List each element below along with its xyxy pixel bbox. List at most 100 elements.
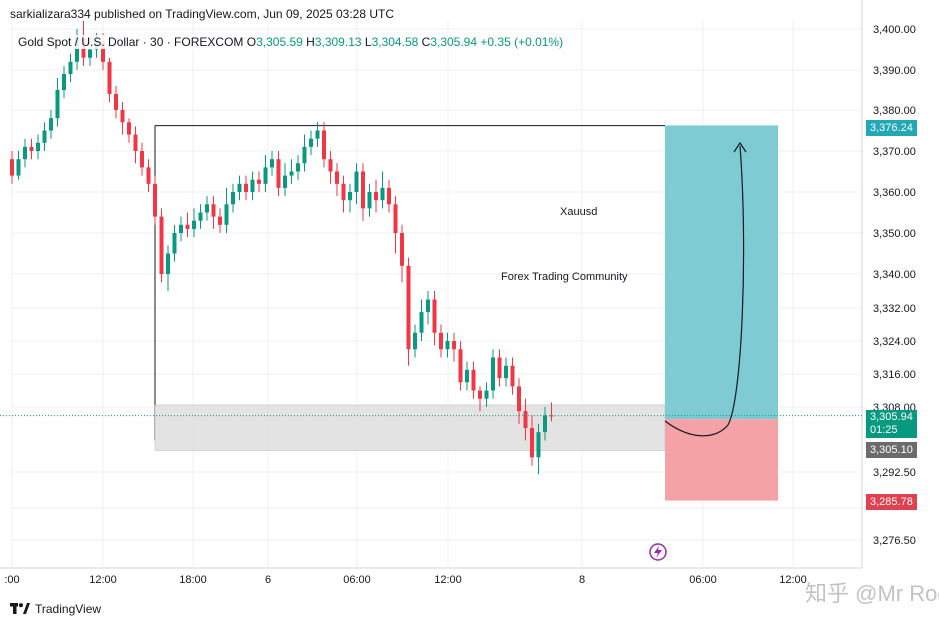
candle-body [302,146,307,164]
candle-body [374,192,378,201]
y-axis-label: 3,390.00 [873,65,916,77]
candle-body [458,349,463,383]
stop-zone [665,419,778,501]
x-axis-label: 06:00 [689,574,717,586]
current-price-value: 3,305.94 [870,411,913,423]
lightning-bolt-icon [654,546,662,558]
candle-body [517,386,521,412]
tradingview-logo-icon [10,603,30,614]
candle-body [88,49,92,58]
candle-body [159,216,164,274]
close-value: 3,305.94 [430,35,478,49]
candle-body [192,220,196,229]
candle-body [107,61,112,94]
high-label: H [306,35,315,49]
candle-body [348,192,352,201]
y-axis-label: 3,332.00 [873,303,916,315]
candle-body [166,253,170,274]
y-axis-label: 3,340.00 [873,269,916,281]
x-axis-label: 12:00 [89,574,117,586]
candle-body [257,179,261,184]
candle-body [185,224,190,229]
candle-body [315,130,320,139]
candle-body [127,122,131,135]
x-axis-label: 06:00 [343,574,371,586]
candle-body [471,369,476,391]
candle-body [328,159,333,172]
candle-body [101,41,105,62]
x-axis-label: 18:00 [179,574,207,586]
x-axis-label: :00 [4,574,19,586]
candle-body [211,204,216,217]
candle-body [289,171,294,176]
candle-body [478,390,482,399]
candle-body [406,265,411,350]
candle-body [296,163,300,172]
candle-body [452,341,456,350]
candle-body [153,183,157,217]
candle-body [42,130,47,143]
candle-body [419,312,424,333]
candle-body [250,179,255,192]
current-price-label: 3,305.94 01:25 [866,410,917,438]
y-axis-label: 3,370.00 [873,146,916,158]
candle-body [62,74,66,90]
low-label: L [364,35,372,49]
candle-body [400,233,404,266]
candle-body [133,134,138,151]
candle-body [530,427,534,458]
annotation-community: Forex Trading Community [501,271,628,283]
low-value: 3,304.58 [371,35,419,49]
candle-body [23,146,27,160]
candle-body [263,167,268,184]
candle-body [523,411,528,428]
symbol-description[interactable]: Gold Spot / U.S. Dollar · 30 · FOREXCOM [18,35,244,49]
y-axis-label: 3,316.00 [873,369,916,381]
tradingview-footer[interactable]: TradingView [10,602,101,616]
candle-body [439,332,443,350]
candle-body [29,146,34,151]
candle-body [543,415,547,433]
demand-zone [154,404,666,451]
projection-arrow-head [733,141,747,153]
candle-body [510,365,515,387]
candle-body [504,365,508,379]
candle-body [16,159,21,176]
target-zone [665,125,778,420]
candle-body [484,390,489,399]
candle-body [361,171,365,209]
candle-body [172,233,177,254]
open-label: O [246,35,257,49]
candle-body [270,159,274,168]
candle-body [309,138,313,147]
candle-body [140,151,144,168]
bar-countdown: 01:25 [870,424,898,436]
candle-body [276,159,281,188]
candle-body [68,61,73,74]
candle-body [218,216,222,225]
y-axis-label: 3,292.50 [873,467,916,479]
lightning-icon [649,543,667,561]
x-axis-label: 6 [265,574,271,586]
candle-body [224,204,229,225]
tradingview-logo-text: TradingView [35,602,102,616]
candle-body [49,118,53,131]
candle-body [341,183,346,201]
y-axis-label: 3,350.00 [873,228,916,240]
y-axis-label: 3,400.00 [873,24,916,36]
projection-curve [664,145,745,437]
candle-body [10,159,14,176]
candle-body [237,183,242,192]
candle-body [322,130,326,160]
target-price-label: 3,376.24 [866,120,917,136]
candle-body [549,415,554,417]
candle-body [426,299,430,313]
candle-body [231,192,235,205]
candle-body [283,175,287,188]
high-value: 3,309.13 [314,35,362,49]
candle-body [120,110,125,123]
publisher-header: sarkializara334 published on TradingView… [10,7,395,21]
y-axis-label: 3,380.00 [873,105,916,117]
candle-body [179,224,183,233]
